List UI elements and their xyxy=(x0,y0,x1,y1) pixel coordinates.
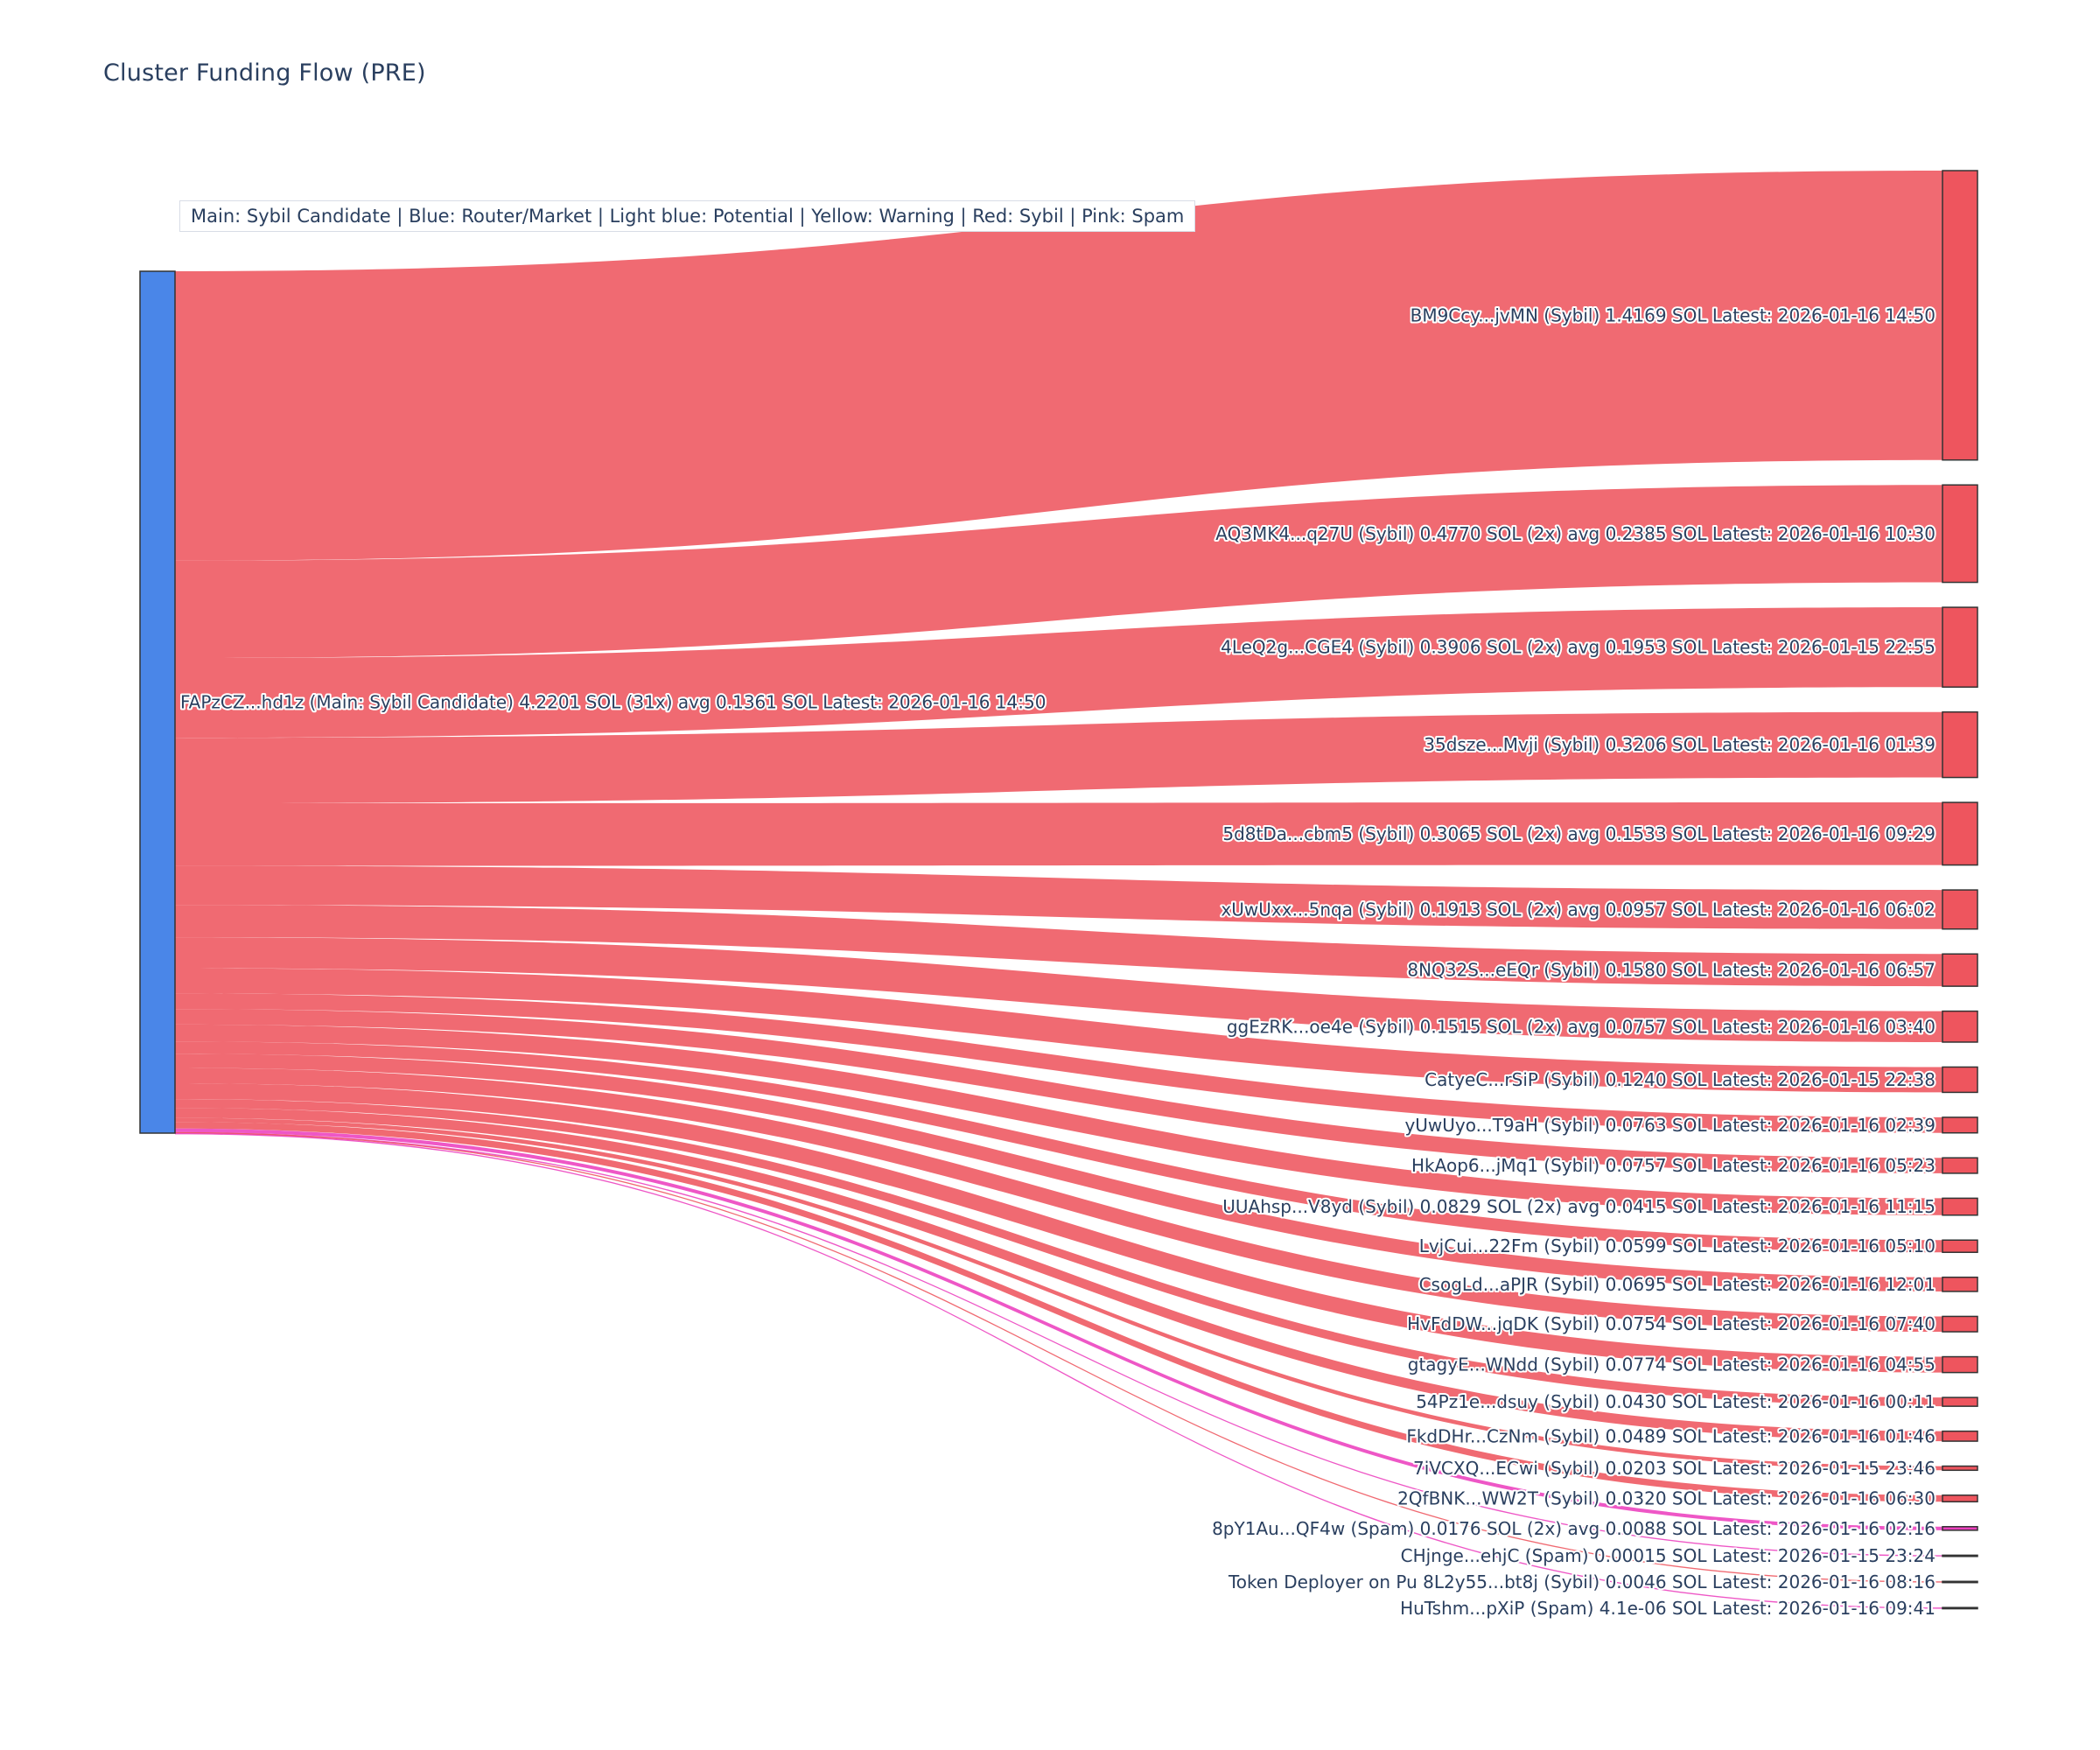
sankey-node-label-HuTshm...pXiP: HuTshm...pXiP (Spam) 4.1e-06 SOL Latest:… xyxy=(1400,1598,1936,1619)
sankey-link-HvFdDW...jqDK[interactable] xyxy=(175,1068,1942,1333)
sankey-node-label-8NQ32S...eEQr: 8NQ32S...eEQr (Sybil) 0.1580 SOL Latest:… xyxy=(1407,960,1936,981)
sankey-node-ggEzRK...oe4e[interactable] xyxy=(1942,1010,1978,1043)
sankey-node-label-CHjnge...ehjC: CHjnge...ehjC (Spam) 0.00015 SOL Latest:… xyxy=(1401,1545,1936,1566)
chart-title: Cluster Funding Flow (PRE) xyxy=(103,60,426,87)
sankey-node-label-4LeQ2g...CGE4: 4LeQ2g...CGE4 (Sybil) 0.3906 SOL (2x) av… xyxy=(1221,637,1936,658)
sankey-link-FkdDHr...CzNm[interactable] xyxy=(175,1108,1942,1442)
sankey-link-4LeQ2g...CGE4[interactable] xyxy=(175,607,1942,738)
sankey-link-CatyeC...rSiP[interactable] xyxy=(175,968,1942,1093)
sankey-link-7iVCXQ...ECwi[interactable] xyxy=(175,1117,1942,1471)
sankey-node-8L2y55...bt8j[interactable] xyxy=(1942,1580,1978,1584)
sankey-node-gtagyE...WNdd[interactable] xyxy=(1942,1355,1978,1374)
sankey-link-HkAop6...jMq1[interactable] xyxy=(175,1009,1942,1173)
sankey-node-label-xUwUxx...5nqa: xUwUxx...5nqa (Sybil) 0.1913 SOL (2x) av… xyxy=(1221,899,1936,920)
sankey-node-xUwUxx...5nqa[interactable] xyxy=(1942,889,1978,930)
sankey-node-4LeQ2g...CGE4[interactable] xyxy=(1942,606,1978,688)
sankey-node-label-AQ3MK4...q27U: AQ3MK4...q27U (Sybil) 0.4770 SOL (2x) av… xyxy=(1215,523,1936,544)
sankey-link-BM9Ccy...jvMN[interactable] xyxy=(175,171,1942,561)
sankey-node-35dsze...Mvji[interactable] xyxy=(1942,710,1978,779)
sankey-node-label-FAPzCZ...hd1z: FAPzCZ...hd1z (Main: Sybil Candidate) 4.… xyxy=(180,692,1046,713)
sankey-node-HvFdDW...jqDK[interactable] xyxy=(1942,1315,1978,1333)
sankey-link-5d8tDa...cbm5[interactable] xyxy=(175,802,1942,866)
sankey-node-label-2QfBNK...WW2T: 2QfBNK...WW2T (Sybil) 0.0320 SOL Latest:… xyxy=(1397,1488,1936,1509)
sankey-link-54Pz1e...dsuy[interactable] xyxy=(175,1099,1942,1407)
sankey-node-label-ggEzRK...oe4e: ggEzRK...oe4e (Sybil) 0.1515 SOL (2x) av… xyxy=(1227,1016,1936,1037)
sankey-node-CatyeC...rSiP[interactable] xyxy=(1942,1066,1978,1094)
sankey-node-label-35dsze...Mvji: 35dsze...Mvji (Sybil) 0.3206 SOL Latest:… xyxy=(1424,734,1936,755)
sankey-link-35dsze...Mvji[interactable] xyxy=(175,711,1942,804)
sankey-node-CsogLd...aPJR[interactable] xyxy=(1942,1276,1978,1292)
sankey-node-label-5d8tDa...cbm5: 5d8tDa...cbm5 (Sybil) 0.3065 SOL (2x) av… xyxy=(1222,823,1936,844)
sankey-node-label-CatyeC...rSiP: CatyeC...rSiP (Sybil) 0.1240 SOL Latest:… xyxy=(1424,1069,1936,1090)
sankey-node-FAPzCZ...hd1z[interactable] xyxy=(139,270,176,1134)
sankey-node-8pY1Au...QF4w[interactable] xyxy=(1942,1526,1978,1531)
sankey-node-5d8tDa...cbm5[interactable] xyxy=(1942,802,1978,866)
sankey-node-label-yUwUyo...T9aH: yUwUyo...T9aH (Sybil) 0.0763 SOL Latest:… xyxy=(1404,1115,1936,1136)
sankey-link-yUwUyo...T9aH[interactable] xyxy=(175,993,1942,1133)
sankey-node-label-54Pz1e...dsuy: 54Pz1e...dsuy (Sybil) 0.0430 SOL Latest:… xyxy=(1416,1391,1936,1412)
sankey-link-LvjCui...22Fm[interactable] xyxy=(175,1041,1942,1253)
sankey-node-yUwUyo...T9aH[interactable] xyxy=(1942,1116,1978,1134)
sankey-link-gtagyE...WNdd[interactable] xyxy=(175,1083,1942,1373)
sankey-node-8NQ32S...eEQr[interactable] xyxy=(1942,953,1978,987)
sankey-link-CHjnge...ehjC[interactable] xyxy=(175,1131,1942,1557)
sankey-node-2QfBNK...WW2T[interactable] xyxy=(1942,1494,1978,1503)
sankey-link-8pY1Au...QF4w[interactable] xyxy=(175,1128,1942,1530)
sankey-node-label-gtagyE...WNdd: gtagyE...WNdd (Sybil) 0.0774 SOL Latest:… xyxy=(1408,1354,1936,1376)
sankey-link-CsogLd...aPJR[interactable] xyxy=(175,1054,1942,1292)
sankey-node-LvjCui...22Fm[interactable] xyxy=(1942,1239,1978,1253)
sankey-node-HkAop6...jMq1[interactable] xyxy=(1942,1157,1978,1174)
sankey-node-BM9Ccy...jvMN[interactable] xyxy=(1942,170,1978,461)
sankey-node-AQ3MK4...q27U[interactable] xyxy=(1942,484,1978,584)
sankey-link-AQ3MK4...q27U[interactable] xyxy=(175,485,1942,659)
sankey-link-ggEzRK...oe4e[interactable] xyxy=(175,937,1942,1042)
sankey-node-label-8pY1Au...QF4w: 8pY1Au...QF4w (Spam) 0.0176 SOL (2x) avg… xyxy=(1212,1518,1936,1539)
sankey-node-UUAhsp...V8yd[interactable] xyxy=(1942,1197,1978,1216)
sankey-link-8L2y55...bt8j[interactable] xyxy=(175,1131,1942,1583)
sankey-node-HuTshm...pXiP[interactable] xyxy=(1942,1606,1978,1610)
sankey-node-FkdDHr...CzNm[interactable] xyxy=(1942,1430,1978,1442)
sankey-node-label-FkdDHr...CzNm: FkdDHr...CzNm (Sybil) 0.0489 SOL Latest:… xyxy=(1406,1425,1936,1446)
sankey-node-CHjnge...ehjC[interactable] xyxy=(1942,1554,1978,1558)
sankey-node-label-HkAop6...jMq1: HkAop6...jMq1 (Sybil) 0.0757 SOL Latest:… xyxy=(1411,1155,1936,1176)
sankey-node-label-8L2y55...bt8j: Token Deployer on Pu 8L2y55...bt8j (Sybi… xyxy=(1228,1572,1936,1592)
legend-note: Main: Sybil Candidate | Blue: Router/Mar… xyxy=(179,200,1196,232)
sankey-node-7iVCXQ...ECwi[interactable] xyxy=(1942,1465,1978,1472)
sankey-node-label-BM9Ccy...jvMN: BM9Ccy...jvMN (Sybil) 1.4169 SOL Latest:… xyxy=(1410,304,1936,326)
sankey-node-label-7iVCXQ...ECwi: 7iVCXQ...ECwi (Sybil) 0.0203 SOL Latest:… xyxy=(1413,1458,1936,1479)
sankey-link-xUwUxx...5nqa[interactable] xyxy=(175,865,1942,929)
sankey-link-UUAhsp...V8yd[interactable] xyxy=(175,1024,1942,1215)
sankey-node-label-CsogLd...aPJR: CsogLd...aPJR (Sybil) 0.0695 SOL Latest:… xyxy=(1419,1274,1936,1295)
sankey-link-8NQ32S...eEQr[interactable] xyxy=(175,905,1942,987)
sankey-node-54Pz1e...dsuy[interactable] xyxy=(1942,1396,1978,1407)
sankey-node-label-LvjCui...22Fm: LvjCui...22Fm (Sybil) 0.0599 SOL Latest:… xyxy=(1419,1236,1936,1256)
sankey-link-2QfBNK...WW2T[interactable] xyxy=(175,1122,1942,1502)
sankey-node-label-UUAhsp...V8yd: UUAhsp...V8yd (Sybil) 0.0829 SOL (2x) av… xyxy=(1222,1196,1936,1217)
sankey-node-label-HvFdDW...jqDK: HvFdDW...jqDK (Sybil) 0.0754 SOL Latest:… xyxy=(1407,1313,1936,1334)
sankey-link-HuTshm...pXiP[interactable] xyxy=(175,1132,1942,1609)
